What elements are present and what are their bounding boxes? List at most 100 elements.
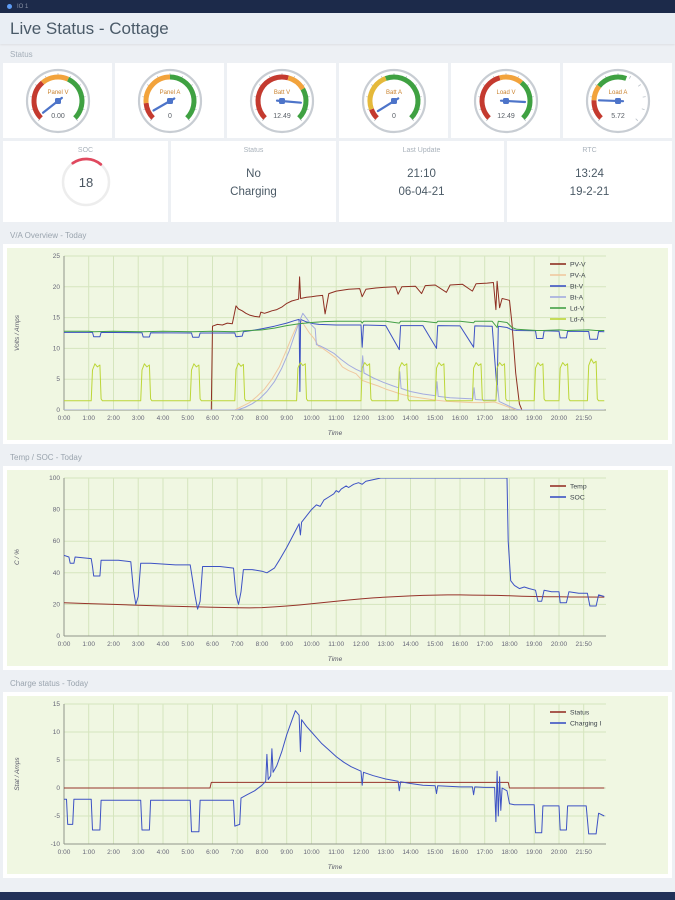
- svg-text:17:00: 17:00: [476, 415, 493, 422]
- svg-text:14:00: 14:00: [402, 849, 419, 856]
- svg-text:Charging I: Charging I: [570, 720, 601, 727]
- svg-text:25: 25: [52, 253, 60, 260]
- svg-text:19:00: 19:00: [526, 641, 543, 648]
- gauge-panel-v: Panel V 0.00: [3, 63, 112, 138]
- svg-text:Ld-A: Ld-A: [570, 316, 585, 323]
- svg-text:16:00: 16:00: [451, 641, 468, 648]
- last-update-label: Last Update: [402, 147, 441, 154]
- svg-text:6:00: 6:00: [206, 641, 219, 648]
- svg-text:4:00: 4:00: [156, 415, 169, 422]
- svg-text:11:00: 11:00: [328, 641, 344, 648]
- gauge-batt-v: Batt V 12.49: [227, 63, 336, 138]
- svg-text:8:00: 8:00: [255, 641, 268, 648]
- svg-text:10:00: 10:00: [303, 641, 320, 648]
- charge-status-line2: Charging: [230, 185, 277, 198]
- svg-text:18: 18: [78, 175, 92, 190]
- rtc-card: RTC 13:24 19-2-21: [507, 141, 672, 222]
- svg-text:5.72: 5.72: [611, 113, 625, 120]
- svg-text:Bt-A: Bt-A: [570, 294, 584, 301]
- chart1-panel: 0 5 10 15 20 25 0:00 1:00 2:00 3:00 4:00 5:00 6:00 7:…: [3, 244, 672, 444]
- svg-text:Temp: Temp: [570, 483, 587, 490]
- svg-text:Panel V: Panel V: [47, 90, 68, 96]
- charge-status-card-label: Status: [243, 147, 264, 154]
- svg-text:16:00: 16:00: [451, 849, 468, 856]
- svg-text:0:00: 0:00: [57, 415, 70, 422]
- svg-text:5:00: 5:00: [181, 641, 194, 648]
- rtc-value: 13:24 19-2-21: [570, 166, 610, 202]
- gauges-row: Panel V 0.00 Panel A 0 Batt V 12.49 Batt A 0…: [0, 63, 675, 138]
- svg-text:13:00: 13:00: [377, 415, 394, 422]
- svg-text:21:50: 21:50: [575, 849, 592, 856]
- svg-text:2:00: 2:00: [107, 849, 120, 856]
- svg-text:21:50: 21:50: [575, 641, 592, 648]
- last-update-card: Last Update 21:10 06-04-21: [339, 141, 504, 222]
- svg-text:6:00: 6:00: [206, 849, 219, 856]
- svg-text:Time: Time: [327, 430, 342, 437]
- status-section-label: Status: [10, 50, 33, 59]
- svg-text:17:00: 17:00: [476, 641, 493, 648]
- svg-text:2:00: 2:00: [107, 415, 120, 422]
- svg-text:0:00: 0:00: [57, 641, 70, 648]
- svg-text:0: 0: [56, 785, 60, 792]
- svg-text:18:00: 18:00: [501, 849, 518, 856]
- last-update-value: 21:10 06-04-21: [398, 166, 444, 202]
- svg-text:15:00: 15:00: [427, 849, 444, 856]
- top-bar: IO 1: [0, 0, 675, 13]
- soc-card-label: SOC: [77, 147, 94, 154]
- cards-row: SOC 18 Status No Charging Last Update 21…: [0, 141, 675, 222]
- svg-text:Bt-V: Bt-V: [570, 283, 584, 290]
- svg-text:12:00: 12:00: [352, 849, 369, 856]
- rtc-label: RTC: [582, 147, 597, 154]
- svg-text:15:00: 15:00: [427, 641, 444, 648]
- svg-text:6:00: 6:00: [206, 415, 219, 422]
- svg-text:13:00: 13:00: [377, 849, 394, 856]
- svg-text:10:00: 10:00: [303, 849, 320, 856]
- svg-text:12.49: 12.49: [273, 113, 291, 120]
- svg-text:10:00: 10:00: [303, 415, 320, 422]
- soc-ring: 18: [58, 154, 114, 210]
- charge-status-chart: -10 -5 0 5 10 15 0:00 1:00 2:00 3:00 4:00 5:00 6:00 7…: [7, 696, 668, 874]
- svg-text:5:00: 5:00: [181, 849, 194, 856]
- gauge-load-v: Load V 12.49: [451, 63, 560, 138]
- svg-text:SOC: SOC: [570, 494, 585, 501]
- svg-text:40: 40: [52, 570, 60, 577]
- rtc-date: 19-2-21: [569, 185, 610, 198]
- svg-text:11:00: 11:00: [328, 415, 344, 422]
- chart2-panel: 0 20 40 60 80 100 0:00 1:00 2:00 3:00 4:00 5:00 6:00…: [3, 466, 672, 670]
- svg-text:Volts / Amps: Volts / Amps: [14, 314, 21, 351]
- charge-status-line1: No: [246, 168, 261, 180]
- svg-text:12.49: 12.49: [497, 113, 515, 120]
- svg-text:Load V: Load V: [496, 90, 515, 96]
- svg-text:0:00: 0:00: [57, 849, 70, 856]
- svg-text:18:00: 18:00: [501, 415, 518, 422]
- svg-text:7:00: 7:00: [230, 415, 243, 422]
- svg-text:20:00: 20:00: [550, 849, 567, 856]
- svg-text:PV-V: PV-V: [570, 261, 586, 268]
- svg-text:1:00: 1:00: [82, 415, 95, 422]
- svg-text:20: 20: [52, 284, 60, 291]
- soc-card: SOC 18: [3, 141, 168, 222]
- svg-text:9:00: 9:00: [280, 415, 293, 422]
- rtc-time: 13:24: [575, 168, 604, 180]
- svg-text:16:00: 16:00: [451, 415, 468, 422]
- svg-text:Status: Status: [570, 709, 590, 716]
- svg-text:0: 0: [56, 407, 60, 414]
- svg-text:5:00: 5:00: [181, 415, 194, 422]
- svg-text:21:50: 21:50: [575, 415, 592, 422]
- svg-text:4:00: 4:00: [156, 849, 169, 856]
- svg-text:20:00: 20:00: [550, 415, 567, 422]
- svg-text:60: 60: [52, 538, 60, 545]
- page-title: Live Status - Cottage: [10, 18, 169, 38]
- svg-text:10: 10: [52, 729, 60, 736]
- svg-text:-5: -5: [54, 813, 60, 820]
- chart2-title: Temp / SOC - Today: [10, 453, 82, 462]
- svg-text:PV-A: PV-A: [570, 272, 586, 279]
- svg-text:5: 5: [56, 757, 60, 764]
- charge-status-card: Status No Charging: [171, 141, 336, 222]
- svg-text:7:00: 7:00: [230, 641, 243, 648]
- svg-text:7:00: 7:00: [230, 849, 243, 856]
- temp-soc-chart: 0 20 40 60 80 100 0:00 1:00 2:00 3:00 4:00 5:00 6:00…: [7, 470, 668, 666]
- svg-text:15:00: 15:00: [427, 415, 444, 422]
- last-update-time: 21:10: [407, 168, 436, 180]
- svg-text:100: 100: [49, 475, 60, 482]
